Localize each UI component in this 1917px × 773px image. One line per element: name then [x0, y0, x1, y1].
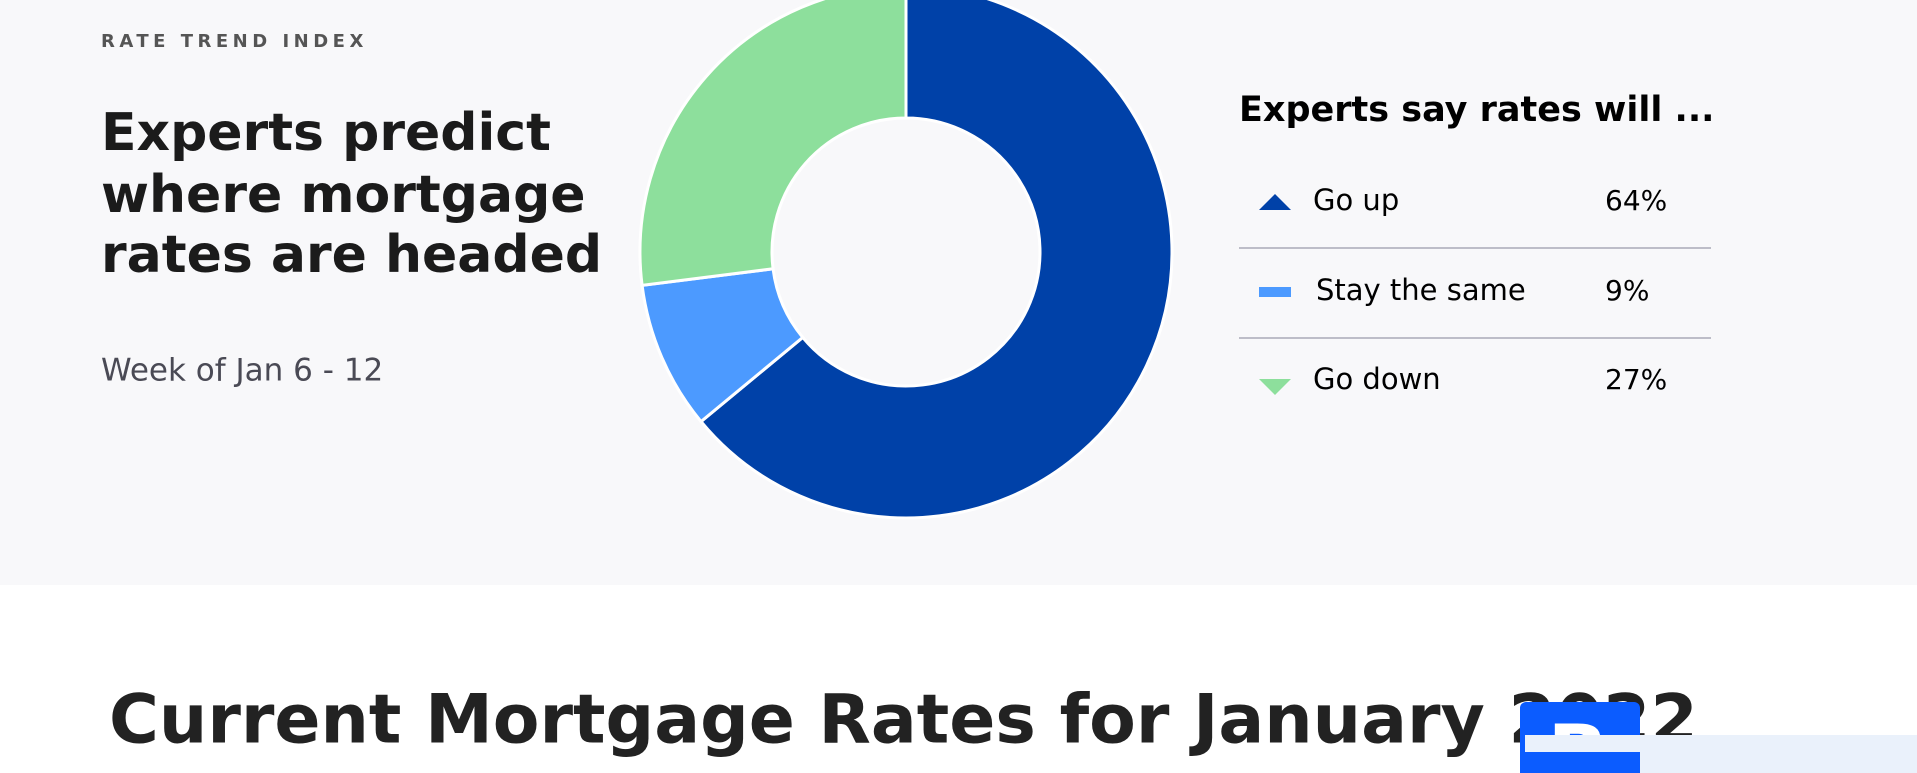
- legend-label: Stay the same: [1316, 273, 1526, 307]
- legend-icon: [1259, 287, 1291, 297]
- legend-label: Go up: [1313, 183, 1399, 217]
- donut: [638, 0, 1174, 520]
- legend-title: Experts say rates will ...: [1239, 90, 1714, 130]
- kicker: RATE TREND INDEX: [101, 31, 368, 52]
- legend-label: Go down: [1313, 362, 1441, 396]
- page-title: Current Mortgage Rates for January 2022: [109, 681, 1698, 760]
- value-label: 9%: [1605, 274, 1649, 307]
- legend-icon: [1259, 379, 1291, 395]
- week: Week of Jan 6 - 12: [101, 353, 383, 389]
- legend-icon: [1259, 194, 1291, 210]
- value-label: 27%: [1605, 363, 1667, 396]
- legend: Go up 64% Stay the same 9% Go down 27%: [1239, 183, 1711, 396]
- value-label: 64%: [1605, 184, 1667, 217]
- heading-line: rates are headed: [101, 225, 602, 285]
- heading-line: Experts predict: [101, 103, 551, 163]
- logo-box: [1520, 752, 1640, 773]
- donut-segment: [638, 0, 908, 288]
- donut-segment: [698, 0, 1174, 520]
- heading-line: where mortgage: [101, 165, 586, 225]
